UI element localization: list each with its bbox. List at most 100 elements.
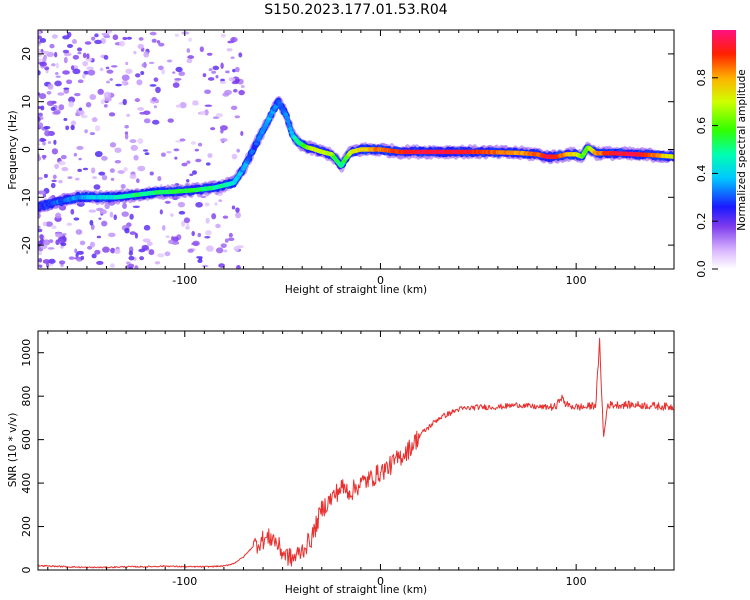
noise-speckle — [236, 265, 241, 269]
noise-speckle — [178, 210, 186, 215]
noise-speckle — [71, 38, 77, 45]
noise-speckle — [50, 182, 56, 189]
noise-speckle — [50, 106, 56, 112]
noise-speckle — [188, 37, 192, 42]
noise-speckle — [187, 248, 194, 253]
noise-speckle — [168, 239, 175, 244]
noise-speckle — [98, 171, 106, 176]
noise-speckle — [80, 255, 85, 261]
noise-speckle — [204, 235, 211, 239]
noise-speckle — [45, 221, 53, 227]
noise-speckle — [162, 225, 166, 231]
noise-speckle — [109, 168, 115, 173]
noise-speckle — [151, 96, 157, 102]
y-tick-label: -10 — [20, 188, 33, 206]
noise-speckle — [114, 248, 121, 255]
noise-speckle — [227, 40, 234, 44]
noise-speckle — [230, 105, 238, 111]
noise-speckle — [70, 124, 75, 131]
noise-speckle — [199, 46, 204, 53]
noise-speckle — [42, 154, 46, 160]
noise-speckle — [137, 43, 144, 50]
noise-speckle — [214, 202, 218, 206]
noise-speckle — [215, 112, 223, 118]
noise-speckle — [174, 156, 178, 160]
noise-speckle — [40, 105, 45, 111]
noise-speckle — [134, 98, 141, 102]
noise-speckle — [153, 105, 157, 109]
spectrogram-y-axis-label: Frequency (Hz) — [7, 110, 19, 189]
noise-speckle — [129, 213, 134, 220]
noise-speckle — [128, 250, 133, 256]
noise-speckle — [205, 162, 211, 166]
noise-speckle — [228, 232, 233, 238]
noise-speckle — [215, 247, 224, 254]
noise-speckle — [100, 99, 105, 105]
noise-speckle — [104, 96, 112, 102]
noise-speckle — [52, 174, 57, 179]
noise-speckle — [57, 160, 66, 166]
noise-speckle — [54, 51, 58, 58]
noise-speckle — [94, 39, 102, 45]
snr-panel: -100 0 100 0 200 400 600 800 1000 Height of str… — [7, 330, 675, 596]
noise-speckle — [174, 33, 180, 37]
ridge-core — [286, 122, 292, 128]
noise-speckle — [89, 132, 96, 136]
noise-speckle — [134, 265, 139, 269]
noise-speckle — [200, 195, 207, 199]
noise-speckle — [38, 176, 43, 180]
noise-speckle — [65, 125, 70, 131]
noise-speckle — [58, 260, 66, 265]
noise-speckle — [106, 69, 114, 74]
noise-speckle — [86, 66, 94, 70]
noise-speckle — [76, 250, 84, 255]
noise-speckle — [232, 68, 236, 73]
noise-speckle — [91, 117, 98, 123]
spectrogram-x-axis-label: Height of straight line (km) — [285, 284, 427, 296]
noise-speckle — [205, 217, 210, 224]
noise-speckle — [225, 70, 230, 74]
noise-speckle — [124, 133, 129, 140]
y-tick-label: 400 — [20, 473, 33, 494]
y-tick-label: 0 — [20, 146, 33, 153]
noise-speckle — [63, 117, 68, 121]
noise-speckle — [90, 224, 95, 231]
noise-speckle — [119, 40, 126, 47]
noise-speckle — [219, 138, 228, 142]
noise-speckle — [93, 184, 101, 190]
noise-speckle — [186, 160, 191, 164]
noise-speckle — [38, 58, 42, 63]
noise-speckle — [55, 75, 61, 78]
noise-speckle — [212, 116, 220, 120]
noise-speckle — [106, 30, 113, 34]
noise-speckle — [78, 157, 82, 161]
noise-speckle — [83, 70, 89, 75]
noise-speckle — [135, 73, 141, 78]
noise-speckle — [90, 167, 96, 174]
noise-speckle — [61, 166, 69, 172]
noise-speckle — [142, 238, 151, 243]
noise-speckle — [114, 147, 122, 153]
noise-speckle — [103, 91, 112, 98]
colorbar-label: Normalized spectral amplitude — [736, 69, 748, 230]
noise-speckle — [207, 77, 215, 81]
noise-speckle — [148, 249, 155, 256]
noise-speckle — [38, 93, 47, 100]
noise-speckle — [89, 241, 95, 248]
noise-speckle — [215, 223, 221, 229]
noise-speckle — [40, 138, 47, 142]
noise-speckle — [149, 171, 154, 176]
noise-speckle — [165, 235, 170, 238]
noise-speckle — [186, 48, 191, 53]
noise-speckle — [195, 201, 203, 208]
noise-speckle — [220, 243, 227, 249]
noise-speckle — [224, 89, 232, 96]
noise-speckle — [172, 82, 180, 88]
noise-speckle — [142, 149, 149, 152]
noise-speckle — [227, 237, 235, 242]
noise-speckle — [68, 96, 76, 103]
noise-speckle — [230, 56, 235, 60]
noise-speckle — [101, 155, 108, 161]
noise-speckle — [206, 52, 213, 56]
noise-speckle — [129, 139, 137, 144]
